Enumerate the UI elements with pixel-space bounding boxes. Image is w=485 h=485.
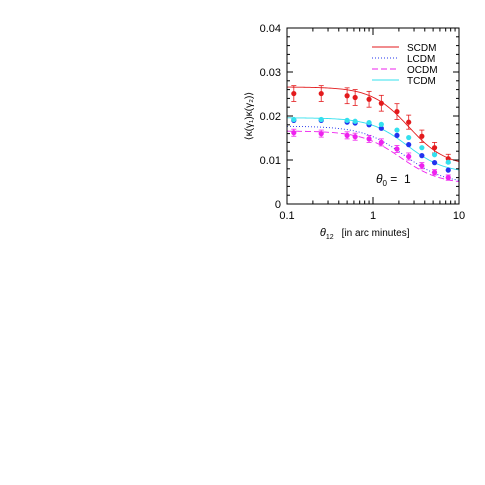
curve-tcdm	[286, 117, 460, 171]
annotation-theta0: θ0 = 1	[376, 172, 411, 188]
point-scdm	[318, 90, 324, 97]
axis-ticks: 0 0.01 0.02 0.03 0.04 0.1 1 10	[260, 23, 466, 222]
point-ocdm	[419, 163, 425, 169]
point-scdm	[366, 96, 372, 102]
point-lcdm	[445, 167, 451, 173]
x-axis-subscript: 12	[326, 234, 334, 241]
point-scdm	[394, 109, 400, 115]
y-tick-label: 0.02	[260, 111, 281, 123]
x-axis-title: θ12 [in arc minutes]	[306, 227, 418, 241]
y-tick-label: 0.03	[260, 67, 281, 79]
point-ocdm	[406, 153, 412, 160]
point-tcdm	[378, 121, 384, 127]
point-tcdm	[366, 120, 372, 126]
point-scdm	[419, 133, 425, 139]
point-tcdm	[445, 159, 451, 165]
legend-label-lcdm: LCDM	[407, 54, 435, 65]
legend-label-tcdm: TCDM	[407, 76, 436, 87]
x-axis-units: [in arc minutes]	[342, 228, 410, 239]
point-ocdm	[344, 132, 350, 138]
point-scdm	[431, 145, 438, 151]
curve-ocdm	[286, 130, 460, 183]
point-scdm	[378, 100, 384, 106]
point-ocdm	[431, 169, 438, 175]
annotation-subscript: 0	[383, 179, 388, 188]
point-ocdm	[318, 131, 324, 137]
annotation-value: = 1	[387, 172, 411, 186]
point-tcdm	[291, 116, 297, 123]
curve-lcdm	[286, 125, 460, 181]
y-tick-label: 0.01	[260, 155, 281, 167]
point-lcdm	[394, 132, 400, 138]
x-axis-symbol: θ	[320, 227, 326, 239]
point-tcdm	[431, 152, 438, 158]
point-ocdm	[366, 136, 372, 142]
x-tick-label: 1	[370, 210, 376, 222]
point-scdm	[291, 90, 297, 97]
data-points	[291, 85, 451, 181]
point-tcdm	[419, 145, 425, 151]
point-tcdm	[344, 117, 350, 123]
legend-label-scdm: SCDM	[407, 43, 436, 54]
point-ocdm	[352, 134, 358, 140]
legend: SCDM LCDM OCDM TCDM	[372, 43, 438, 87]
legend-label-ocdm: OCDM	[407, 65, 438, 76]
y-axis-title: ⟨κ(γ₁)κ(γ₂)⟩	[244, 92, 255, 140]
point-tcdm	[394, 127, 400, 133]
point-scdm	[352, 94, 358, 101]
model-curves	[286, 86, 460, 183]
y-tick-label: 0.04	[260, 23, 281, 35]
point-scdm	[406, 119, 412, 125]
curve-scdm	[286, 86, 460, 162]
point-ocdm	[394, 146, 400, 152]
point-lcdm	[378, 125, 384, 131]
point-tcdm	[406, 134, 412, 141]
point-lcdm	[406, 142, 412, 148]
point-lcdm	[419, 153, 425, 159]
x-tick-label: 10	[453, 210, 465, 222]
annotation-symbol: θ	[376, 172, 383, 186]
point-ocdm	[291, 130, 297, 136]
point-ocdm	[445, 175, 451, 181]
point-tcdm	[318, 116, 324, 123]
point-ocdm	[378, 139, 384, 145]
point-tcdm	[352, 118, 358, 124]
point-scdm	[344, 93, 350, 99]
point-lcdm	[431, 160, 438, 166]
x-tick-label: 0.1	[279, 210, 294, 222]
y-tick-label: 0	[275, 199, 281, 211]
